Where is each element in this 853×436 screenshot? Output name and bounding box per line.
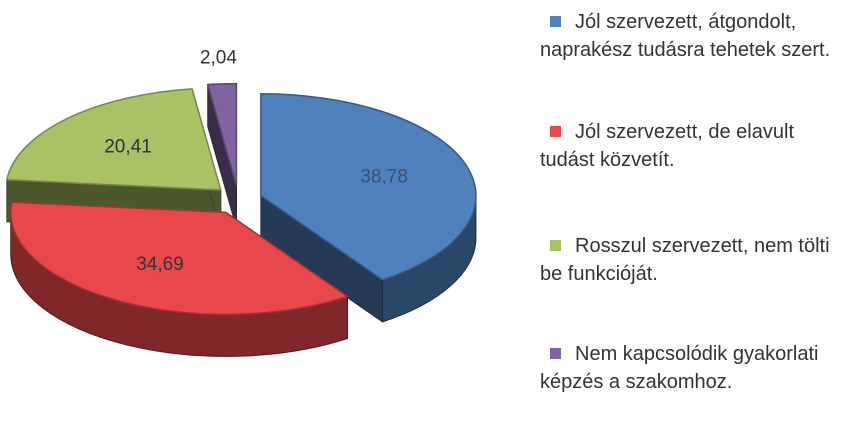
legend-label: Rosszul szervezett, nem tölti be funkció… (540, 235, 830, 285)
slice: 38,78 (260, 92, 477, 323)
legend-swatch (550, 348, 561, 360)
legend-label: Jól szervezett, átgondolt, naprakész tud… (540, 11, 831, 61)
slice: 2,04 (200, 47, 238, 228)
legend-item: Rosszul szervezett, nem tölti be funkció… (540, 232, 840, 288)
slice: 34,69 (10, 201, 350, 357)
slice-top (5, 88, 222, 191)
legend-item: Jól szervezett, átgondolt, naprakész tud… (540, 8, 840, 64)
slice-top (10, 201, 350, 316)
data-label: 20,41 (104, 136, 152, 157)
legend-swatch (550, 240, 561, 252)
legend-item: Jól szervezett, de elavult tudást közvet… (540, 118, 840, 174)
data-label: 2,04 (200, 47, 237, 68)
pie-plot: 2,04 20,41 38,78 34,69 (5, 47, 477, 357)
legend-label: Nem kapcsolódik gyakorlati képzés a szak… (540, 343, 819, 393)
legend-item: Nem kapcsolódik gyakorlati képzés a szak… (540, 340, 840, 396)
legend-swatch (550, 16, 561, 28)
slice-top (206, 82, 238, 186)
data-label: 34,69 (136, 254, 184, 275)
legend-swatch (550, 126, 561, 138)
slice-top (260, 92, 477, 281)
data-label: 38,78 (360, 167, 408, 188)
legend-label: Jól szervezett, de elavult tudást közvet… (540, 121, 794, 171)
